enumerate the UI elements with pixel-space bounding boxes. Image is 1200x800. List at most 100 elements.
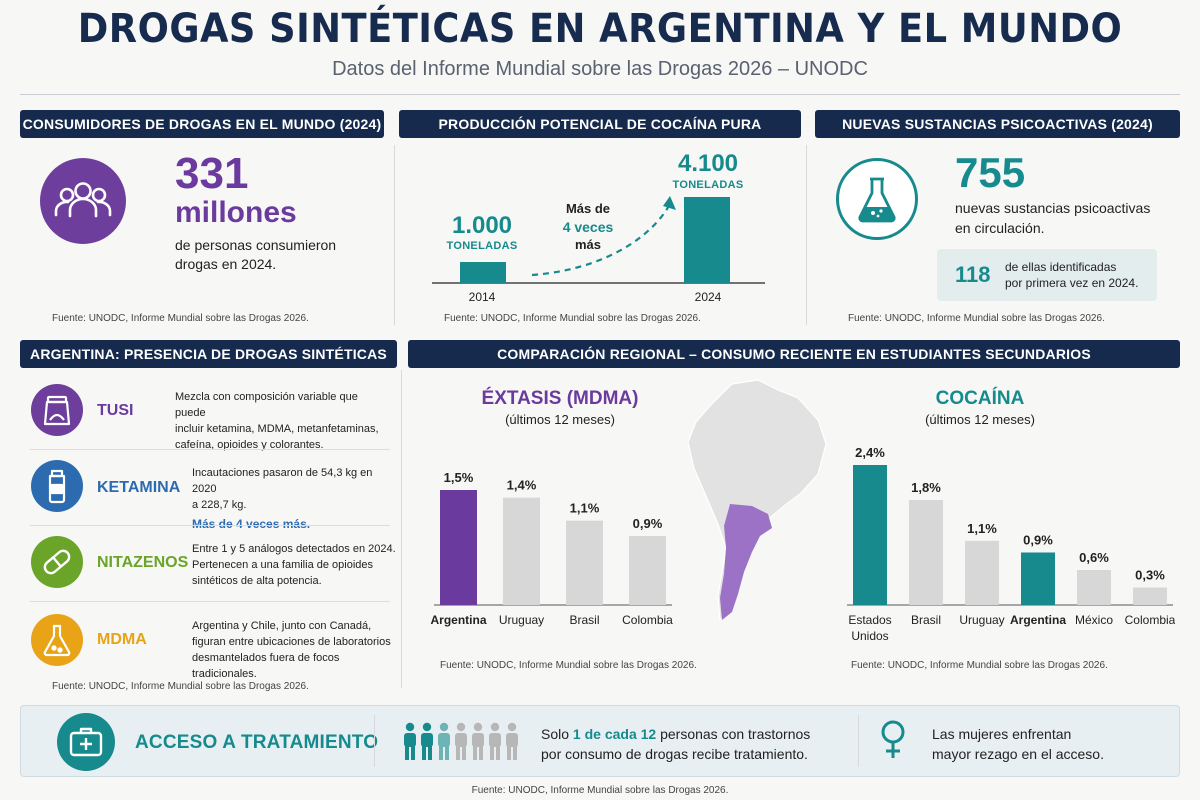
- drug-desc-mdma: Argentina y Chile, junto con Canadá, fig…: [192, 618, 397, 682]
- production-2014-unit: TONELADAS: [446, 240, 518, 252]
- increase-line2: 4 veces: [562, 219, 614, 235]
- treatment-text-pre: Solo: [541, 726, 573, 742]
- production-2024-unit: TONELADAS: [672, 179, 744, 191]
- south-america-map-icon: [687, 379, 827, 622]
- desc-line: Pertenecen a una familia de opioides: [192, 559, 374, 571]
- bar-category-label: Argentina: [430, 613, 486, 627]
- bar-category-label: Colombia: [622, 613, 673, 627]
- women-text: Las mujeres enfrentan mayor rezago en el…: [932, 724, 1132, 764]
- production-increase-note: Más de 4 veces más: [548, 200, 628, 254]
- medical-kit-icon: [57, 713, 115, 771]
- growth-arrowhead: [663, 196, 676, 210]
- nps-new-line1: de ellas identificadas: [1005, 260, 1117, 274]
- nps-description: nuevas sustancias psicoactivas en circul…: [955, 198, 1175, 238]
- bar-uruguay: [965, 540, 999, 605]
- nps-source: Fuente: UNODC, Informe Mundial sobre las…: [848, 313, 1105, 324]
- bar-value-label: 1,1%: [570, 501, 600, 516]
- bar-category-label: Colombia: [1125, 613, 1175, 627]
- women-line1: Las mujeres enfrentan: [932, 726, 1072, 742]
- desc-line: Argentina y Chile, junto con Canadá,: [192, 620, 372, 632]
- argentina-header: ARGENTINA: PRESENCIA DE DROGAS SINTÉTICA…: [20, 340, 397, 368]
- people-icon: [404, 722, 518, 760]
- bar-colombia: [629, 536, 666, 605]
- treatment-text-post: personas con trastornos: [656, 726, 811, 742]
- increase-line1: Más de: [565, 201, 611, 216]
- nps-desc-line1: nuevas sustancias psicoactivas: [955, 200, 1151, 216]
- bar-value-label: 1,4%: [507, 478, 537, 493]
- production-source: Fuente: UNODC, Informe Mundial sobre las…: [444, 313, 701, 324]
- bar-category-label: Uruguay: [959, 613, 1004, 627]
- cocaine-production-header: PRODUCCIÓN POTENCIAL DE COCAÍNA PURA: [399, 110, 801, 138]
- bar-value-label: 0,6%: [1079, 550, 1109, 565]
- page-subtitle: Datos del Informe Mundial sobre las Drog…: [332, 58, 868, 80]
- desc-line: figuran entre ubicaciones de laboratorio…: [192, 636, 391, 648]
- users-icon: [40, 158, 126, 244]
- regional-header: COMPARACIÓN REGIONAL – CONSUMO RECIENTE …: [408, 340, 1180, 368]
- drug-name-mdma: MDMA: [97, 631, 147, 648]
- production-2014-value: 1.000: [451, 212, 513, 239]
- person-figure: [421, 722, 433, 760]
- ecstasy-chart: 1,5% Argentina 1,4% Uruguay 1,1% Brasil 0,9% Co…: [430, 470, 673, 627]
- bar-colombia: [1133, 587, 1167, 605]
- bar-argentina: [1021, 552, 1055, 605]
- pill-icon: [31, 536, 83, 588]
- bar-value-label: 1,5%: [444, 470, 474, 485]
- female-symbol-icon: [878, 718, 908, 767]
- bar-value-label: 0,3%: [1135, 568, 1165, 583]
- consumers-desc-line1: de personas consumieron: [175, 237, 337, 253]
- person-figure: [506, 722, 518, 760]
- panel-divider: [806, 145, 807, 325]
- nps-new-text: de ellas identificadas por primera vez e…: [1005, 259, 1155, 291]
- cocaine-production-chart: [432, 196, 765, 284]
- production-year-2024: 2024: [694, 290, 722, 304]
- row-divider: [30, 449, 390, 450]
- ecstasy-source: Fuente: UNODC, Informe Mundial sobre las…: [440, 660, 697, 671]
- bar-value-label: 0,9%: [633, 516, 663, 531]
- band-divider: [374, 715, 375, 767]
- cocaine-subtitle: (últimos 12 meses): [925, 412, 1035, 427]
- row-divider: [30, 525, 390, 526]
- bar-category-label: Brasil: [911, 613, 941, 627]
- treatment-band: [20, 705, 1180, 777]
- desc-line: incluir ketamina, MDMA, metanfetaminas,: [175, 423, 379, 435]
- treatment-ratio: 1 de cada 12: [572, 726, 657, 742]
- bar-category-label: México: [1075, 613, 1113, 627]
- lab-flask-icon: [31, 614, 83, 666]
- drug-desc-ketamina: Incautaciones pasaron de 54,3 kg en 2020…: [192, 465, 397, 532]
- desc-line: Incautaciones pasaron de 54,3 kg en 2020: [192, 467, 373, 495]
- footer-source: Fuente: UNODC, Informe Mundial sobre las…: [471, 785, 729, 796]
- panel-divider: [394, 145, 395, 325]
- consumers-description: de personas consumieron drogas en 2024.: [175, 236, 365, 274]
- desc-line: Mezcla con composición variable que pued…: [175, 391, 358, 419]
- production-year-2014: 2014: [468, 290, 496, 304]
- vial-icon: [31, 460, 83, 512]
- drug-name-nitazenos: NITAZENOS: [97, 554, 189, 571]
- desc-line: Entre 1 y 5 análogos detectados en 2024.: [192, 543, 396, 555]
- person-figure: [472, 722, 484, 760]
- production-2024-value: 4.100: [677, 150, 739, 177]
- ketamina-highlight: Más de 4 veces más.: [192, 517, 311, 531]
- cocaine-source: Fuente: UNODC, Informe Mundial sobre las…: [851, 660, 1108, 671]
- page-title: DROGAS SINTÉTICAS EN ARGENTINA Y EL MUND…: [77, 6, 1123, 52]
- bar-category-label: Uruguay: [499, 613, 544, 627]
- bar-brasil: [566, 520, 603, 605]
- cocaine-title: COCAÍNA: [935, 388, 1025, 409]
- person-figure: [489, 722, 501, 760]
- consumers-source: Fuente: UNODC, Informe Mundial sobre las…: [52, 313, 309, 324]
- nps-new-number: 118: [955, 262, 991, 287]
- cocaine-chart: 2,4% Estados Unidos 1,8% Brasil 1,1% Uruguay 0,…: [847, 445, 1175, 643]
- person-figure: [438, 722, 450, 760]
- argentina-source: Fuente: UNODC, Informe Mundial sobre las…: [52, 681, 309, 692]
- bar-value-label: 2,4%: [855, 445, 885, 460]
- bar-méxico: [1077, 570, 1111, 605]
- treatment-text-line2: por consumo de drogas recibe tratamiento…: [541, 746, 808, 762]
- bar-estados-unidos: [853, 465, 887, 605]
- drug-name-ketamina: KETAMINA: [97, 479, 181, 496]
- ecstasy-title: ÉXTASIS (MDMA): [481, 388, 639, 409]
- flask-icon: [836, 158, 918, 240]
- women-line2: mayor rezago en el acceso.: [932, 746, 1104, 762]
- header-divider: [20, 94, 1180, 95]
- desc-line: cafeína, opioides y colorantes.: [175, 439, 324, 451]
- nps-header: NUEVAS SUSTANCIAS PSICOACTIVAS (2024): [815, 110, 1180, 138]
- bar-category-label: Argentina: [1010, 613, 1066, 627]
